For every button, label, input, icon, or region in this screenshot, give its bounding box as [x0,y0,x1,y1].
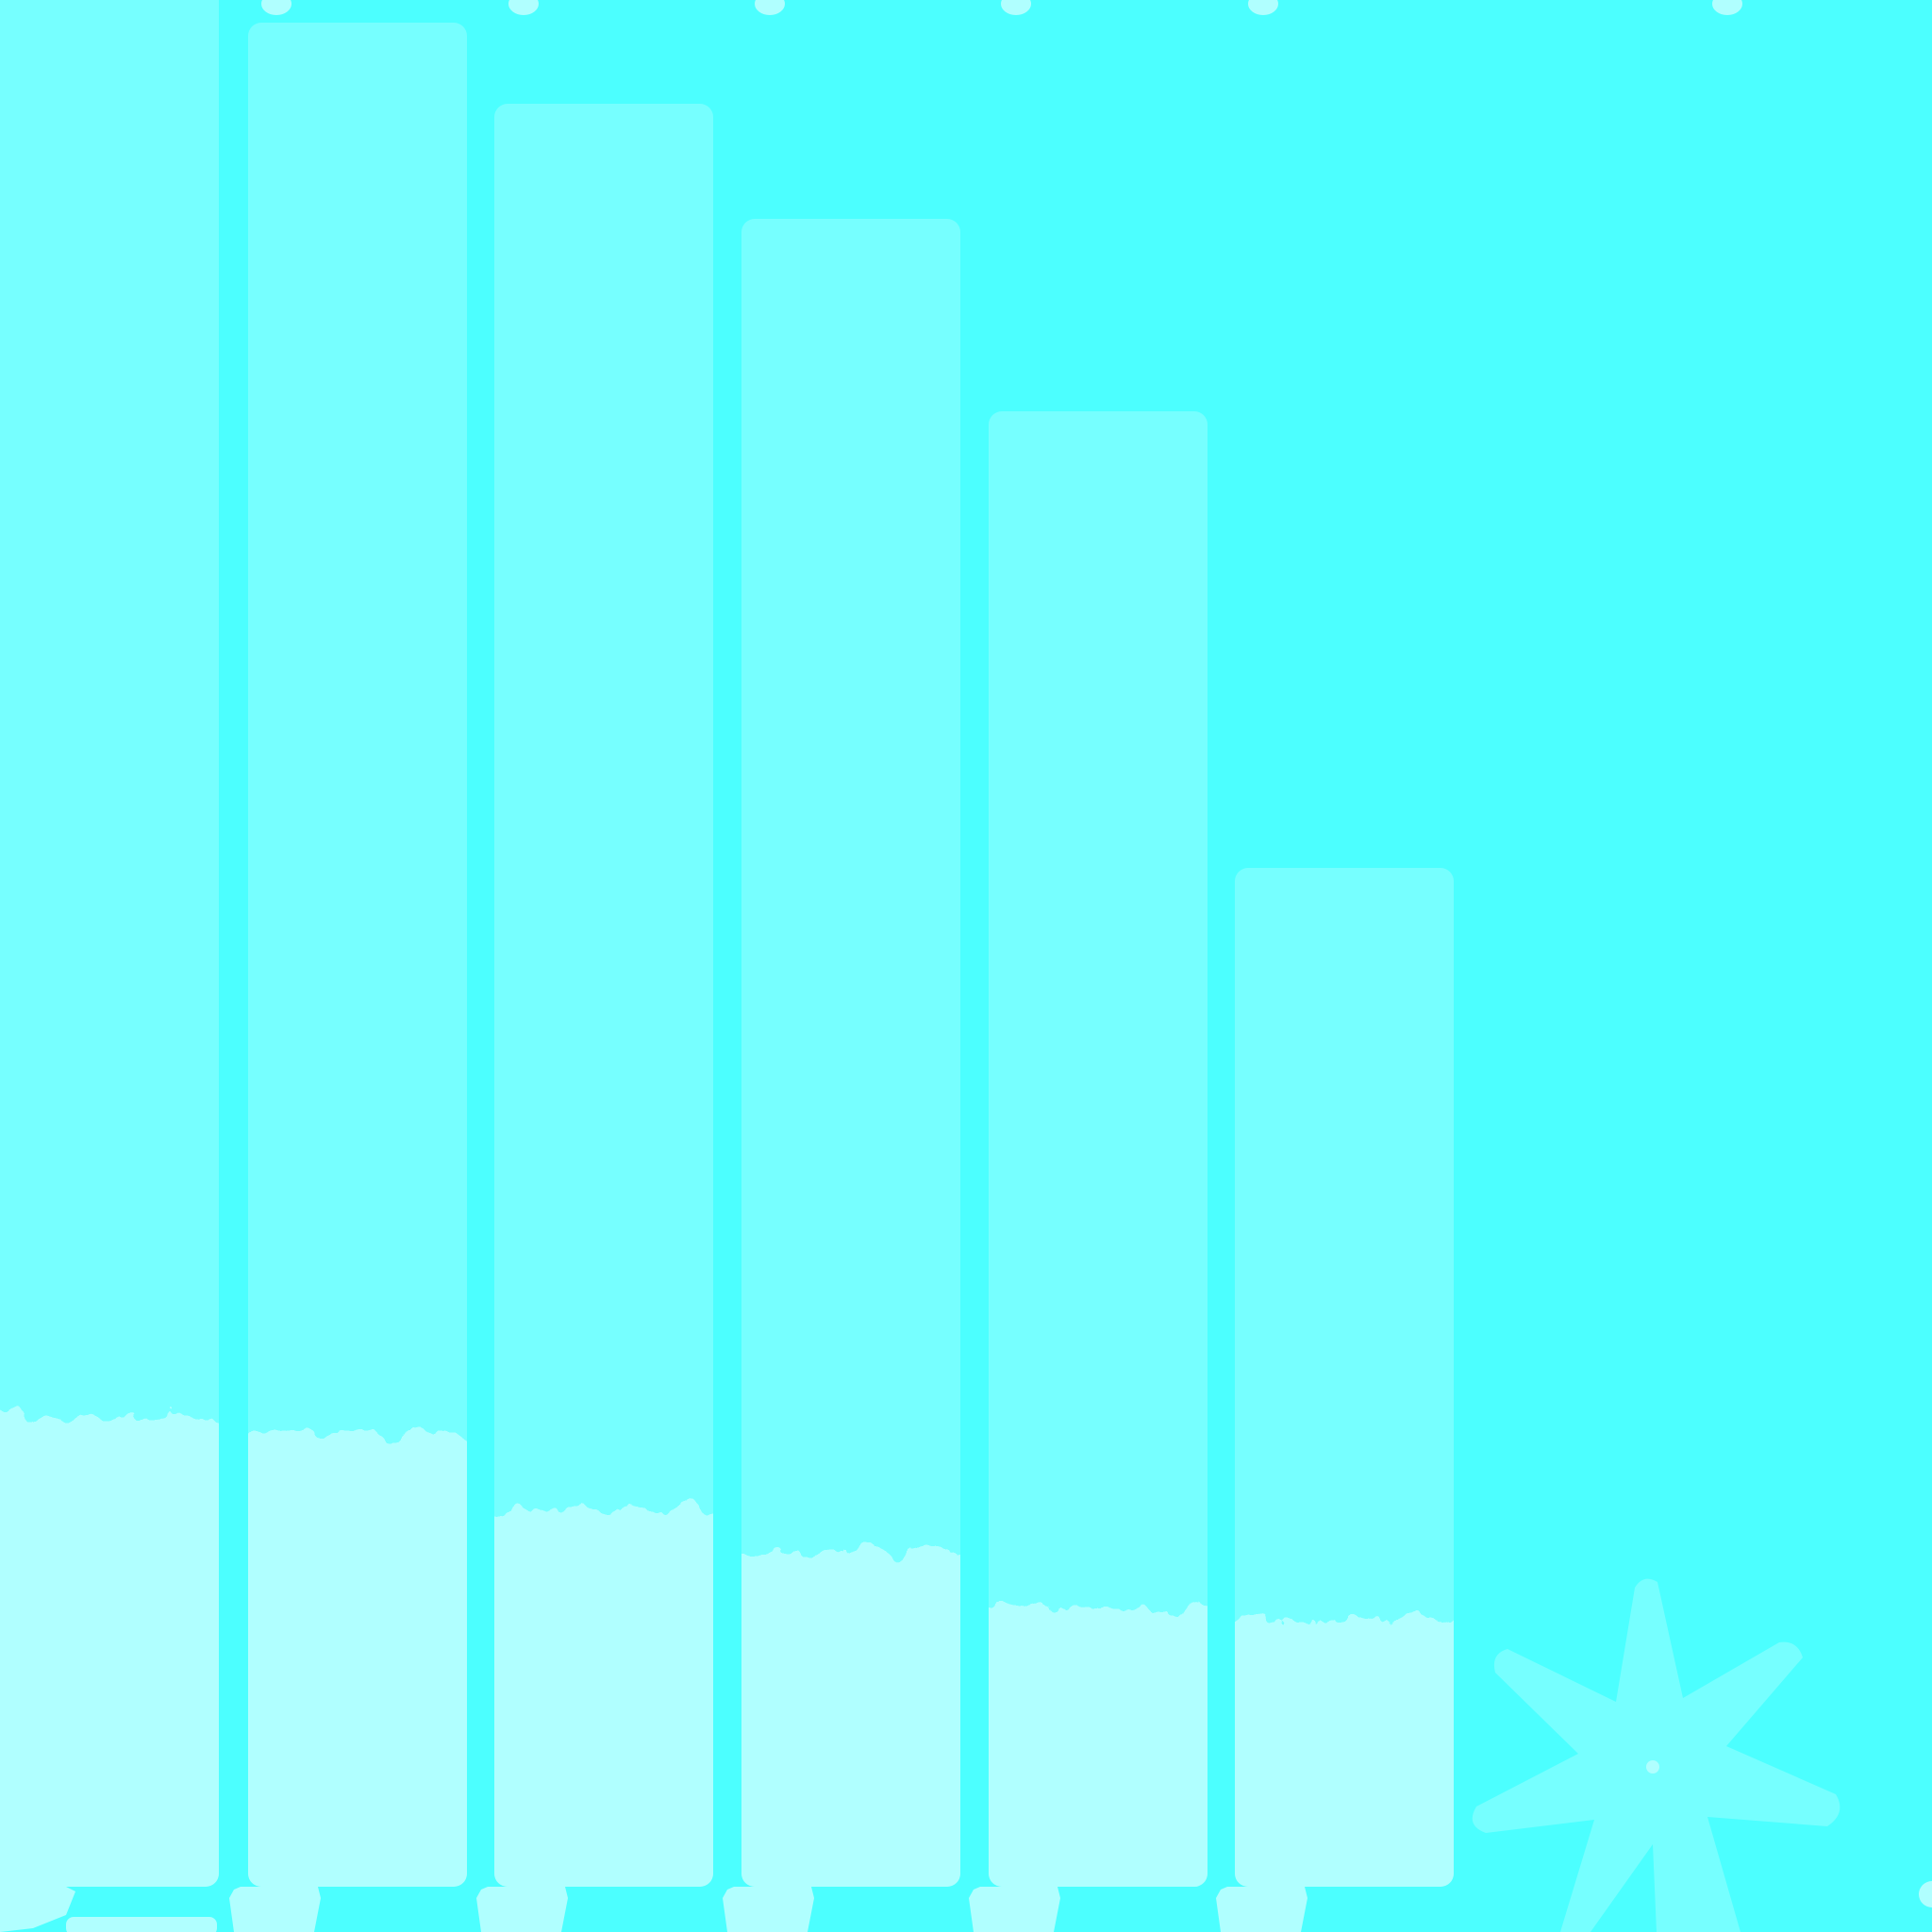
bar-body [741,219,960,1887]
bar-foot [0,1873,75,1932]
bar-foot [1216,1887,1307,1932]
bar-body [0,0,219,1887]
bar-lower-fill [1235,1618,1454,1887]
bottom-pegs [0,1873,1932,1932]
peg [755,0,785,15]
bar-2 [248,23,467,1887]
peg [508,0,539,15]
bar-foot [476,1887,568,1932]
bar-foot [723,1887,814,1932]
bar-3 [494,104,713,1887]
bar-5 [989,411,1208,1887]
peg [1001,0,1031,15]
bar-1 [0,0,219,1887]
bar-body [248,23,467,1887]
bar-body [494,104,713,1887]
bar-4 [741,219,960,1887]
bar-lower-fill [248,1434,467,1887]
bottom-strip [66,1917,217,1932]
bar-lower-fill [741,1552,960,1887]
peg [1248,0,1278,15]
star-shape [1472,1578,1840,1932]
bar-foot [229,1887,321,1932]
bar-body [989,411,1208,1887]
peg [1919,1881,1932,1907]
bar-lower-fill [989,1608,1208,1887]
star-center-hole [1646,1760,1659,1774]
seven-point-star-icon [1472,1578,1840,1932]
peg [1712,0,1742,15]
bar-6 [1235,868,1454,1887]
bar-lower-fill [494,1509,713,1887]
bar-group [0,0,1454,1887]
peg [261,0,291,15]
bar-lower-fill [0,1415,219,1887]
top-pegs [261,0,1742,15]
bar-foot [969,1887,1060,1932]
